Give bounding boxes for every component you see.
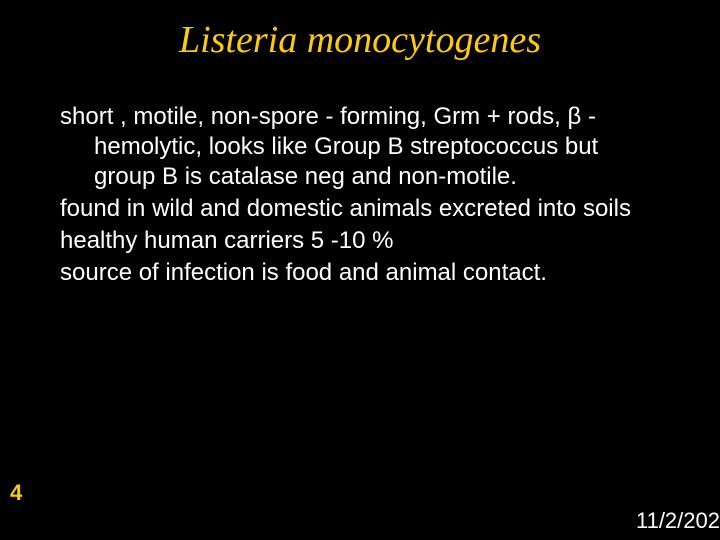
- slide-number: 4: [10, 480, 22, 506]
- body-paragraph: healthy human carriers 5 -10 %: [60, 226, 660, 256]
- body-paragraph: source of infection is food and animal c…: [60, 258, 660, 288]
- slide-title: Listeria monocytogenes: [0, 0, 720, 62]
- slide-date: 11/2/202: [636, 508, 720, 534]
- body-paragraph: short , motile, non-spore - forming, Grm…: [60, 102, 660, 192]
- body-paragraph: found in wild and domestic animals excre…: [60, 194, 660, 224]
- slide-body: short , motile, non-spore - forming, Grm…: [0, 62, 720, 288]
- slide: Listeria monocytogenes short , motile, n…: [0, 0, 720, 540]
